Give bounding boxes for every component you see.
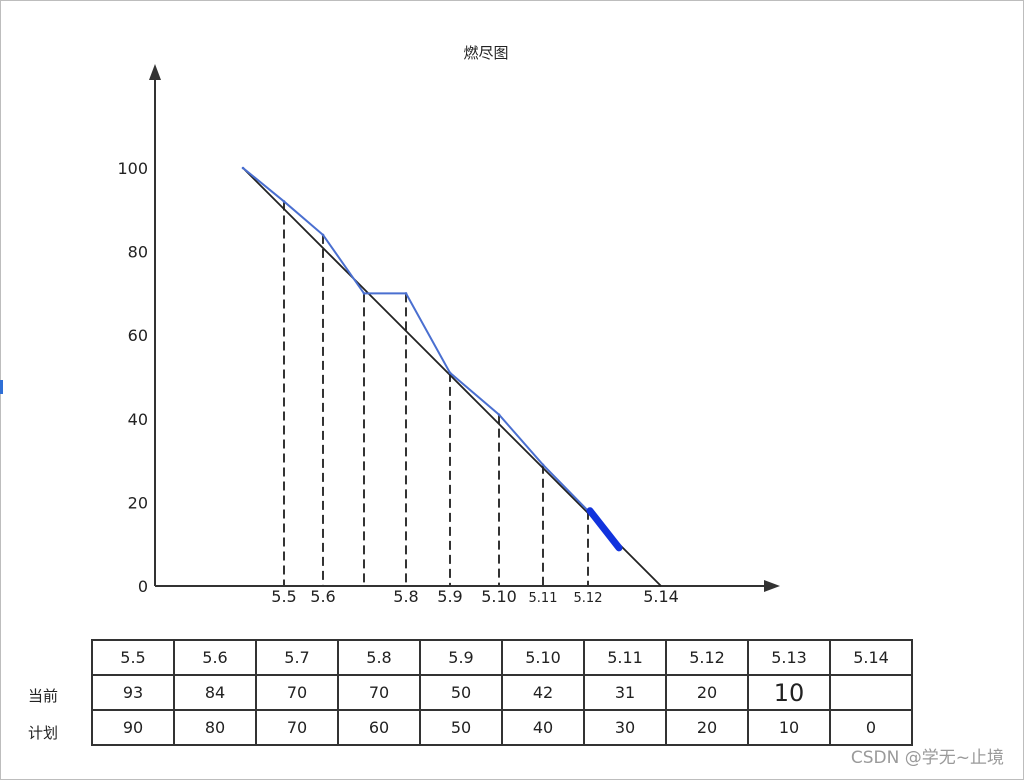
table-cell: 20 (665, 709, 749, 746)
table-cell: 80 (173, 709, 257, 746)
y-tick-label: 20 (128, 493, 148, 512)
chart-title: 燃尽图 (463, 44, 508, 62)
table-cell: 5.8 (337, 639, 421, 676)
table-cell: 10 (747, 674, 831, 711)
edge-marker (0, 380, 3, 394)
y-axis-arrow (149, 64, 161, 80)
table-cell: 5.12 (665, 639, 749, 676)
x-tick-label: 5.9 (437, 587, 462, 606)
table-row-plan: 90 80 70 60 50 40 30 20 10 0 (91, 709, 913, 746)
highlight-mark (586, 507, 623, 552)
table-cell: 0 (829, 709, 913, 746)
series-point (448, 371, 452, 375)
table-cell: 70 (337, 674, 421, 711)
x-tick-label: 5.10 (481, 587, 517, 606)
x-tick-label: 5.12 (574, 591, 603, 606)
table-cell: 90 (91, 709, 175, 746)
table-cell: 5.6 (173, 639, 257, 676)
row-label-plan: 计划 (28, 724, 59, 742)
series-point (404, 292, 408, 295)
series-point (362, 292, 366, 295)
table-cell: 60 (337, 709, 421, 746)
burndown-chart: 燃尽图 0 20 40 60 80 100 5.5 5.6 5.8 5.9 5.10 5.11 5.1… (117, 44, 780, 606)
series-point (497, 413, 501, 416)
y-tick-label: 0 (138, 577, 148, 596)
series-point (241, 166, 245, 170)
x-tick-label: 5.6 (310, 587, 335, 606)
table-cell: 5.14 (829, 639, 913, 676)
y-tick-label: 40 (128, 410, 148, 429)
watermark: CSDN @学无~止境 (850, 748, 1004, 768)
table-cell (829, 674, 913, 711)
table-cell: 31 (583, 674, 667, 711)
table-cell: 50 (419, 709, 503, 746)
series-point (321, 233, 325, 237)
series-point (541, 463, 545, 467)
table-cell: 5.11 (583, 639, 667, 676)
table-cell: 5.9 (419, 639, 503, 676)
table-cell: 40 (501, 709, 585, 746)
row-label-current: 当前 (28, 687, 59, 705)
x-tick-label: 5.8 (393, 587, 418, 606)
table-cell: 70 (255, 674, 339, 711)
table-cell: 10 (747, 709, 831, 746)
x-axis-arrow (764, 580, 780, 592)
y-tick-label: 100 (117, 159, 148, 178)
table-cell: 84 (173, 674, 257, 711)
x-tick-label: 5.5 (271, 587, 296, 606)
table-cell: 42 (501, 674, 585, 711)
table-header-row: 5.5 5.6 5.7 5.8 5.9 5.10 5.11 5.12 5.13 … (91, 639, 913, 676)
table-cell: 30 (583, 709, 667, 746)
table-cell: 5.10 (501, 639, 585, 676)
y-tick-label: 60 (128, 326, 148, 345)
y-tick-label: 80 (128, 243, 148, 262)
table-cell: 93 (91, 674, 175, 711)
table-cell: 5.13 (747, 639, 831, 676)
x-tick-label: 5.11 (529, 591, 558, 606)
series-point (282, 200, 286, 203)
table-cell: 70 (255, 709, 339, 746)
table-cell: 5.5 (91, 639, 175, 676)
table-cell: 20 (665, 674, 749, 711)
table-cell: 50 (419, 674, 503, 711)
x-tick-label: 5.14 (643, 587, 679, 606)
burndown-table: 5.5 5.6 5.7 5.8 5.9 5.10 5.11 5.12 5.13 … (91, 639, 913, 746)
table-row-current: 93 84 70 70 50 42 31 20 10 (91, 674, 913, 711)
table-cell: 5.7 (255, 639, 339, 676)
